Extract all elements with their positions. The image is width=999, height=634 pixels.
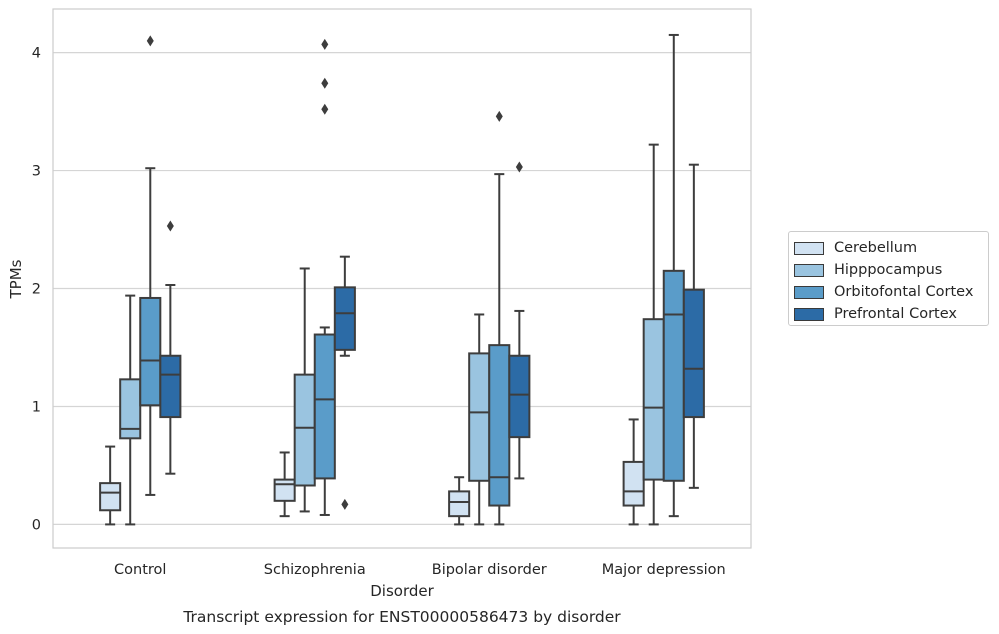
box — [662, 269, 685, 482]
outlier-point — [321, 38, 329, 50]
outlier-point — [495, 110, 503, 122]
legend-label: Hipppocampus — [834, 262, 943, 278]
outlier-point — [341, 498, 349, 510]
outlier-point — [321, 77, 329, 89]
boxes — [99, 33, 705, 526]
box — [119, 378, 142, 440]
box-group — [119, 294, 142, 526]
box — [333, 286, 356, 351]
legend-swatch — [794, 285, 824, 299]
box — [99, 482, 122, 512]
legend-item: Hipppocampus — [794, 259, 988, 281]
box-group — [293, 267, 316, 513]
box — [313, 333, 336, 480]
x-tick-label: Bipolar disorder — [432, 562, 547, 578]
box-group — [662, 33, 685, 518]
outlier-point — [321, 103, 329, 115]
y-axis-label: TPMs — [7, 259, 25, 299]
box-group — [159, 220, 182, 475]
y-tick-label: 4 — [32, 46, 41, 62]
box-group — [642, 143, 665, 526]
box-group — [508, 161, 531, 480]
box — [682, 288, 705, 419]
box — [642, 318, 665, 481]
legend: Cerebellum Hipppocampus Orbitofontal Cor… — [788, 231, 989, 326]
box-group — [448, 476, 471, 526]
box-group — [333, 255, 356, 510]
y-tick-label: 3 — [32, 164, 41, 180]
legend-item: Orbitofontal Cortex — [794, 281, 988, 303]
box-group — [488, 110, 511, 526]
legend-swatch — [794, 241, 824, 255]
box-group — [682, 163, 705, 489]
box-group — [99, 445, 122, 526]
y-tick-label: 1 — [32, 399, 41, 415]
box — [448, 490, 471, 518]
legend-item: Cerebellum — [794, 237, 988, 259]
x-tick-label: Major depression — [602, 562, 726, 578]
x-tick-label: Control — [114, 562, 166, 578]
x-tick-labels: Control Schizophrenia Bipolar disorder Majo… — [114, 562, 726, 578]
box-group — [313, 38, 336, 516]
box — [488, 344, 511, 507]
box — [159, 354, 182, 419]
x-axis-label: Disorder — [370, 582, 434, 600]
chart-title: Transcript expression for ENST0000058647… — [182, 608, 621, 626]
legend-label: Prefrontal Cortex — [834, 306, 957, 322]
box-group — [622, 418, 645, 526]
y-tick-labels: 0 1 2 3 4 — [32, 46, 41, 534]
legend-label: Cerebellum — [834, 240, 918, 256]
x-tick-label: Schizophrenia — [264, 562, 366, 578]
box-group — [468, 313, 491, 526]
box — [508, 354, 531, 439]
box — [293, 373, 316, 487]
outlier-point — [146, 35, 154, 47]
box — [139, 296, 162, 407]
box-group — [273, 451, 296, 518]
box — [468, 352, 491, 482]
plot-area-frame — [52, 8, 752, 549]
box — [622, 460, 645, 507]
legend-swatch — [794, 307, 824, 321]
legend-label: Orbitofontal Cortex — [834, 284, 974, 300]
box-group — [139, 35, 162, 496]
y-tick-label: 0 — [32, 517, 41, 533]
outlier-point — [166, 220, 174, 232]
box — [273, 478, 296, 502]
legend-item: Prefrontal Cortex — [794, 303, 988, 325]
legend-swatch — [794, 263, 824, 277]
y-tick-label: 2 — [32, 282, 41, 298]
outlier-point — [515, 161, 523, 173]
